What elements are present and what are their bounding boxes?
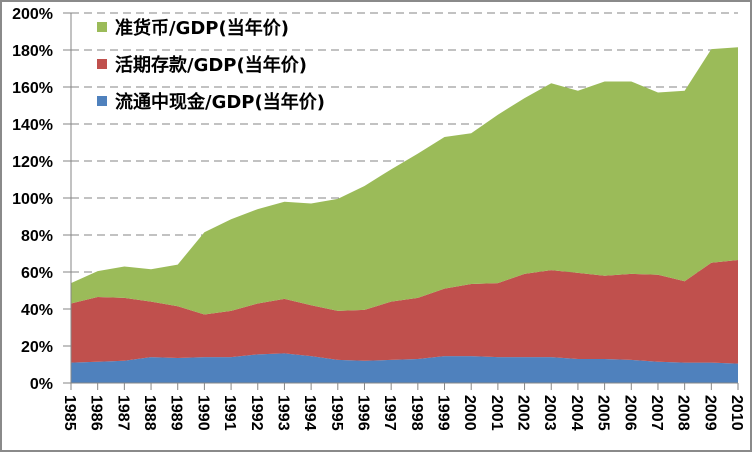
area-series-活期存款/GDP(当年价) <box>71 259 738 364</box>
y-tick-label: 60% <box>21 265 53 282</box>
x-tick-label: 1988 <box>141 395 158 431</box>
x-tick-label: 2008 <box>675 395 692 431</box>
x-tick-label: 2004 <box>568 395 585 431</box>
y-tick-label: 160% <box>12 80 53 97</box>
y-tick-label: 40% <box>21 302 53 319</box>
x-tick-label: 1996 <box>354 395 371 431</box>
area-series-流通中现金/GDP(当年价) <box>71 353 738 383</box>
y-tick-labels: 0% 20% 40% 60% 80% 100% 120% 140% 160% 180% 200% <box>12 6 53 393</box>
x-tick-label: 1986 <box>88 395 105 431</box>
y-tick-label: 100% <box>12 191 53 208</box>
x-tick-label: 1985 <box>61 395 78 431</box>
x-tick-label: 1997 <box>381 395 398 431</box>
x-tick-labels: 1985 1986 1987 1988 1989 1990 1991 1992 1993 1994… <box>61 395 745 431</box>
area-series-准货币/GDP(当年价) <box>71 47 738 315</box>
x-tick-label: 1994 <box>301 395 318 431</box>
x-tick-label: 1991 <box>221 395 238 431</box>
x-tick-label: 2001 <box>488 395 505 431</box>
x-tick-label: 1992 <box>248 395 265 431</box>
legend-label-currency-in-circulation: 流通中现金/GDP(当年价) <box>115 91 325 113</box>
legend-swatch-currency-in-circulation <box>97 96 107 106</box>
x-tick-label: 1993 <box>274 395 291 431</box>
x-tick-label: 2009 <box>701 395 718 431</box>
y-tick-label: 80% <box>21 228 53 245</box>
x-tick-label: 2007 <box>648 395 665 431</box>
x-tick-label: 2005 <box>595 395 612 431</box>
x-tick-label: 1987 <box>114 395 131 431</box>
x-tick-label: 2002 <box>515 395 532 431</box>
legend-swatch-quasi-money <box>97 22 107 32</box>
legend: 准货币/GDP(当年价) 活期存款/GDP(当年价) 流通中现金/GDP(当年价… <box>97 17 325 113</box>
y-tick-label: 0% <box>30 376 53 393</box>
y-tick-label: 200% <box>12 6 53 23</box>
x-tick-label: 1999 <box>435 395 452 431</box>
x-tick-label: 1990 <box>194 395 211 431</box>
legend-swatch-demand-deposits <box>97 59 107 69</box>
area-series <box>71 47 738 383</box>
x-tick-label: 1998 <box>408 395 425 431</box>
y-tick-label: 180% <box>12 43 53 60</box>
x-tick-label: 2006 <box>621 395 638 431</box>
legend-label-demand-deposits: 活期存款/GDP(当年价) <box>115 54 307 76</box>
x-tick-label: 1989 <box>168 395 185 431</box>
legend-label-quasi-money: 准货币/GDP(当年价) <box>115 17 289 39</box>
axes <box>63 12 739 390</box>
x-tick-label: 2010 <box>728 395 745 431</box>
x-tick-label: 2000 <box>461 395 478 431</box>
y-tick-label: 120% <box>12 154 53 171</box>
y-tick-label: 140% <box>12 117 53 134</box>
x-tick-label: 2003 <box>541 395 558 431</box>
x-tick-label: 1995 <box>328 395 345 431</box>
y-tick-label: 20% <box>21 339 53 356</box>
